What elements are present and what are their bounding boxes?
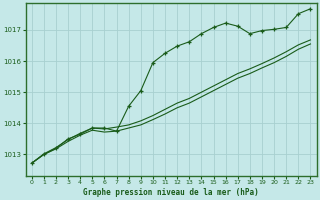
X-axis label: Graphe pression niveau de la mer (hPa): Graphe pression niveau de la mer (hPa) xyxy=(83,188,259,197)
